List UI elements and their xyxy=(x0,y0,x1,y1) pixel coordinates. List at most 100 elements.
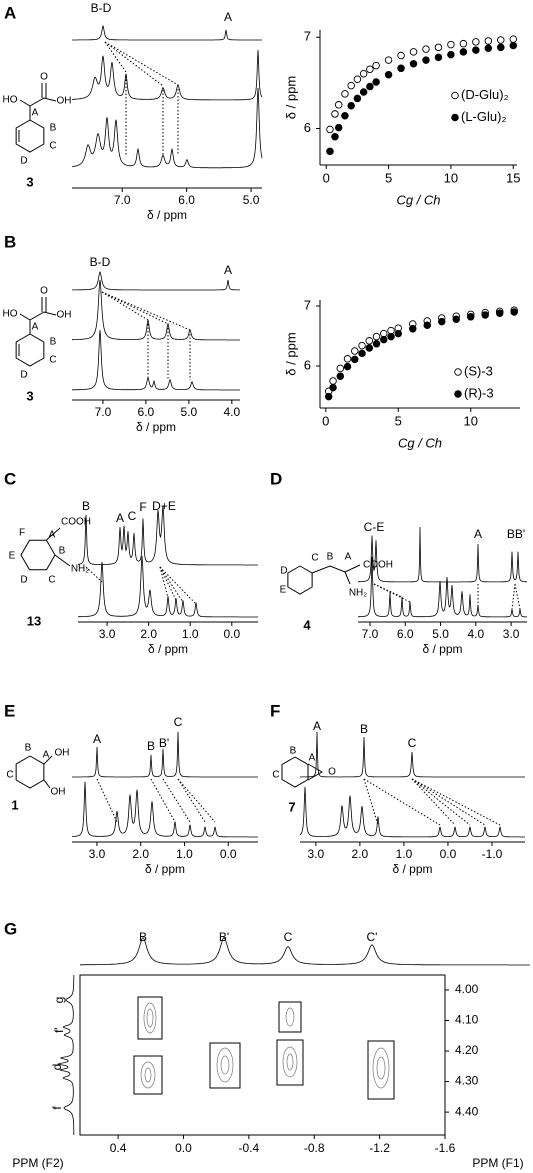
structure-label: D xyxy=(20,156,27,167)
bond xyxy=(307,763,324,781)
dotted-connector xyxy=(101,291,149,321)
compound-number: 7 xyxy=(288,799,295,814)
benzene-ring xyxy=(15,333,45,367)
data-point xyxy=(384,56,393,64)
panel-label: C xyxy=(4,469,16,488)
contours xyxy=(140,1002,390,1089)
data-point xyxy=(409,325,417,333)
bond xyxy=(54,554,71,567)
peak-label: B-D xyxy=(91,1,112,15)
dotted-connector xyxy=(101,291,191,331)
cross-peak-box xyxy=(133,1055,163,1095)
structure-label: OH xyxy=(55,748,70,759)
benzene-ring xyxy=(287,565,313,595)
contour xyxy=(216,1047,234,1083)
data-point xyxy=(326,125,334,134)
structure-label: C xyxy=(311,553,318,564)
spectrum-trace xyxy=(72,329,240,391)
data-point xyxy=(447,50,455,59)
x-axis-title: PPM (F2) xyxy=(12,1156,63,1170)
structure-label: A xyxy=(49,530,56,541)
data-point xyxy=(336,364,345,373)
peak-label: B' xyxy=(219,930,229,944)
x-tick-label: -1.6 xyxy=(435,1141,456,1155)
x-tick-label: 0.0 xyxy=(440,847,457,861)
contour xyxy=(282,1046,298,1078)
x-axis-title: Cg / Ch xyxy=(398,435,442,450)
structure-label: A xyxy=(32,322,39,333)
peak-label: BB' xyxy=(507,527,525,541)
structure-label: B xyxy=(50,123,57,134)
x-tick-label: 10 xyxy=(463,413,477,428)
data-point xyxy=(359,88,368,96)
dotted-connector xyxy=(159,566,177,601)
x-tick-label: 3.0 xyxy=(89,847,106,861)
panel-label: F xyxy=(270,701,280,720)
data-point xyxy=(459,48,468,56)
y-tick-label: 4.20 xyxy=(455,1043,479,1057)
spectrum-trace xyxy=(80,937,530,966)
data-point xyxy=(472,46,480,54)
structure-label: C xyxy=(48,575,55,586)
dotted-connector xyxy=(159,566,197,605)
x-tick-label: 3.0 xyxy=(503,627,520,641)
structure-label: COOH xyxy=(363,560,393,571)
f1-peak-label: f xyxy=(50,1106,64,1110)
data-point xyxy=(509,41,518,50)
structure-label: C xyxy=(272,770,279,781)
data-point xyxy=(343,355,352,363)
peak-label: A xyxy=(224,263,232,277)
structure-label: OH xyxy=(51,787,66,798)
x-tick-label: 6.0 xyxy=(397,627,414,641)
peak-label: C xyxy=(174,715,183,729)
structure-label: B xyxy=(327,552,334,563)
dotted-connector xyxy=(159,566,169,599)
data-point xyxy=(372,332,381,341)
x-tick-label: 5 xyxy=(385,170,392,185)
y-tick-label: 6 xyxy=(304,120,311,135)
data-point xyxy=(397,51,405,60)
x-tick-label: 7.0 xyxy=(95,405,112,419)
y-axis-title: δ / ppm xyxy=(283,76,298,119)
data-point xyxy=(324,392,333,401)
legend-marker xyxy=(454,390,462,398)
contour xyxy=(220,1055,230,1075)
f1-peak-label: g xyxy=(52,997,66,1004)
data-point xyxy=(331,132,339,141)
peak-label: F xyxy=(139,500,146,514)
structure-label: C xyxy=(49,141,56,152)
bond xyxy=(344,571,351,585)
y-tick-label: 7 xyxy=(304,29,311,44)
peak-label: B xyxy=(147,739,155,753)
legend-label: (S)-3 xyxy=(464,363,493,378)
x-axis-title: δ / ppm xyxy=(147,208,187,222)
y-tick-label: 4.40 xyxy=(455,1104,479,1118)
peak-label: C xyxy=(128,509,137,523)
data-point xyxy=(384,70,393,79)
data-point xyxy=(365,344,374,352)
spectrum-trace xyxy=(78,555,258,618)
data-point xyxy=(409,60,418,68)
contour xyxy=(376,1056,386,1080)
structure-label: F xyxy=(19,528,25,539)
dotted-connector xyxy=(104,41,164,87)
cross-peak-box xyxy=(209,1042,241,1089)
structure-label: NH₂ xyxy=(71,564,89,575)
structure-label: B xyxy=(50,337,57,348)
data-point xyxy=(472,38,480,46)
data-point xyxy=(329,383,337,392)
data-point xyxy=(334,123,343,132)
x-tick-label: 10 xyxy=(444,170,458,185)
y-tick-label: 7 xyxy=(304,297,311,312)
spectrum-trace xyxy=(72,279,240,341)
bond xyxy=(19,99,31,120)
y-tick-label: 4.30 xyxy=(455,1074,479,1088)
spectrum-trace xyxy=(299,786,525,838)
dotted-connector xyxy=(104,41,127,73)
data-point xyxy=(372,340,381,348)
x-tick-label: 0.4 xyxy=(110,1141,127,1155)
compound-number: 1 xyxy=(11,797,18,812)
data-point xyxy=(466,313,475,321)
y-tick-label: 4.00 xyxy=(455,982,479,996)
cross-peak-boxes xyxy=(133,996,395,1100)
